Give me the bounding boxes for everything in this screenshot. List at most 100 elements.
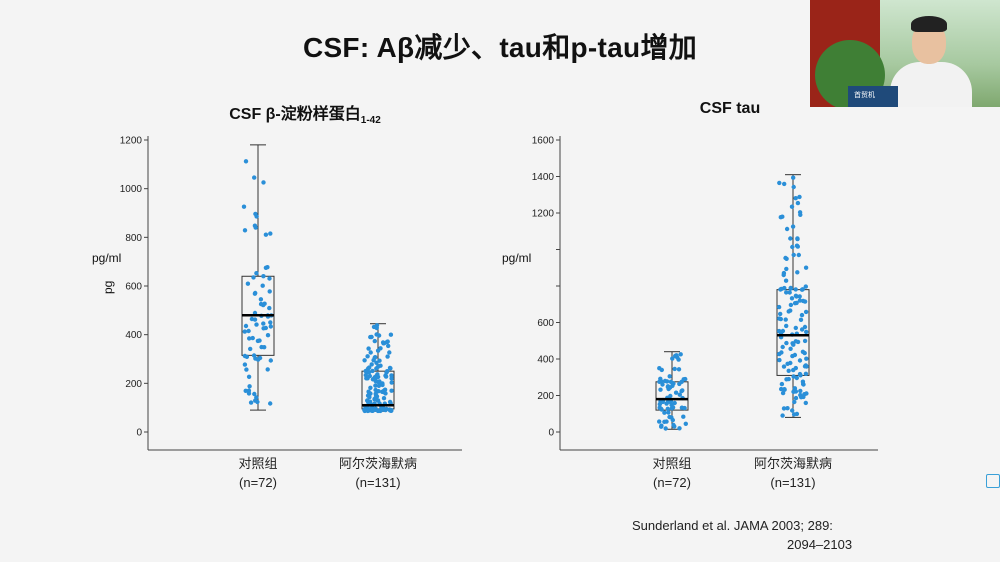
chart-1-title-subscript: 1-42	[360, 115, 381, 127]
data-point	[788, 302, 794, 308]
data-point	[253, 211, 258, 217]
data-point	[369, 334, 374, 340]
data-point	[785, 361, 790, 366]
data-point	[382, 387, 388, 392]
data-point	[777, 316, 782, 321]
data-point	[795, 339, 801, 345]
data-point	[367, 373, 372, 379]
data-point	[792, 399, 797, 405]
data-point	[369, 362, 374, 367]
data-point	[779, 381, 785, 387]
data-point	[368, 350, 373, 355]
data-point	[383, 374, 389, 379]
data-point	[375, 348, 381, 353]
y-axis-label: pg/ml	[92, 251, 121, 265]
data-point	[789, 204, 795, 209]
data-point	[252, 291, 258, 296]
data-point	[789, 296, 795, 301]
data-point	[242, 353, 248, 359]
data-point	[669, 402, 674, 408]
data-point	[782, 181, 787, 187]
data-point	[374, 332, 379, 337]
data-point	[383, 391, 388, 396]
data-point	[366, 370, 372, 375]
data-point	[246, 388, 252, 393]
data-point	[665, 384, 671, 389]
data-point	[662, 378, 668, 384]
data-point	[385, 354, 390, 359]
data-point	[267, 289, 272, 294]
data-point	[268, 320, 273, 325]
y-tick-label: 1600	[532, 136, 555, 147]
data-point	[800, 379, 806, 384]
chart-1-title-text: CSF β-淀粉样蛋白	[229, 106, 361, 123]
data-point	[659, 423, 664, 428]
data-point	[265, 333, 271, 338]
data-point	[794, 243, 800, 248]
y-tick-label: 200	[537, 391, 554, 402]
data-point	[784, 256, 789, 261]
data-point	[797, 194, 802, 200]
data-point	[658, 387, 663, 392]
data-point	[669, 415, 674, 420]
data-point	[797, 358, 803, 363]
data-point	[798, 388, 803, 394]
data-point	[673, 353, 678, 359]
category-n-label: (n=131)	[355, 475, 400, 490]
data-point	[781, 364, 787, 369]
data-point	[372, 355, 377, 360]
y-tick-label: 0	[548, 428, 554, 439]
data-point	[263, 265, 269, 270]
category-n-label: (n=72)	[239, 475, 277, 490]
data-point	[268, 324, 273, 329]
data-point	[255, 357, 261, 362]
data-point	[267, 305, 272, 311]
data-point	[385, 339, 390, 344]
data-point	[799, 312, 805, 318]
data-point	[377, 358, 382, 363]
data-point	[798, 212, 803, 217]
data-point	[362, 407, 367, 412]
data-point	[389, 388, 394, 393]
data-point	[261, 321, 266, 326]
data-point	[241, 204, 247, 209]
data-point	[374, 366, 379, 371]
data-point	[363, 368, 368, 374]
data-point	[777, 357, 782, 363]
data-point	[260, 283, 265, 288]
speaker-video: 首贸机	[810, 0, 1000, 107]
data-point	[778, 287, 783, 292]
data-point	[381, 396, 387, 401]
data-point	[376, 389, 381, 394]
data-point	[779, 350, 784, 355]
data-point	[249, 316, 255, 322]
data-point	[780, 214, 785, 219]
data-point	[268, 231, 273, 236]
data-point	[778, 311, 783, 317]
data-point	[784, 340, 789, 346]
y-tick-label: 0	[136, 428, 142, 439]
category-n-label: (n=131)	[770, 475, 815, 490]
chart-1-title: CSF β-淀粉样蛋白1-42	[150, 100, 460, 126]
data-point	[788, 236, 793, 241]
expand-icon[interactable]	[986, 474, 1000, 488]
data-point	[678, 352, 683, 357]
data-point	[780, 344, 785, 350]
data-point	[682, 405, 687, 411]
data-point	[265, 367, 270, 372]
y-axis-label-rotated: pg	[101, 281, 115, 294]
data-point	[799, 287, 805, 292]
data-point	[798, 317, 804, 322]
data-point	[246, 328, 251, 334]
data-point	[785, 406, 790, 411]
data-point	[794, 300, 799, 306]
data-point	[798, 392, 803, 398]
data-point	[389, 380, 394, 385]
category-label: 对照组	[238, 456, 277, 471]
data-point	[786, 376, 791, 382]
data-point	[787, 290, 792, 295]
data-point	[783, 317, 788, 322]
data-point	[668, 393, 673, 399]
data-point	[663, 426, 668, 431]
data-point	[389, 373, 394, 378]
